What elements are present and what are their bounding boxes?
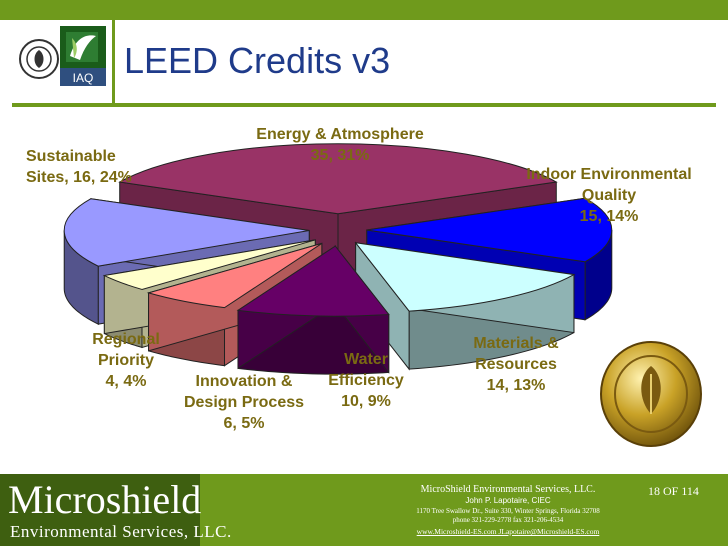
slice-energy-atmosphere-top <box>118 143 558 215</box>
title-divider <box>112 20 115 106</box>
slice-innovation-design-top <box>146 242 323 309</box>
footer-contact: John P. Lapotaire, CIEC <box>465 496 551 505</box>
footer-company: MicroShield Environmental Services, LLC. <box>420 484 596 495</box>
footer-address: 1170 Tree Swallow Dr., Suite 330, Winter… <box>416 507 600 515</box>
iaq-logo-icon: IAQ <box>60 26 106 86</box>
footer-web-link[interactable]: www.Microshield-ES.com JLapotaire@Micros… <box>416 527 600 536</box>
usgbc-logo-icon <box>19 39 59 79</box>
label-materials-resources: Materials & Resources 14, 13% <box>473 335 559 394</box>
page-number: 18 OF 114 <box>648 484 699 498</box>
slide-title: LEED Credits v3 <box>124 40 391 81</box>
brand-name: Microshield <box>8 477 202 522</box>
footer-brand-panel <box>0 474 200 546</box>
slice-water-efficiency-top <box>236 245 390 317</box>
slice-water-efficiency <box>236 244 390 375</box>
label-water-efficiency: Water Efficiency 10, 9% <box>328 351 404 410</box>
label-regional-priority: Regional Priority 4, 4% <box>92 331 160 390</box>
slice-indoor-environmental-quality-top <box>366 197 613 263</box>
iaq-logo-text: IAQ <box>73 71 94 85</box>
slice-materials-resources <box>354 241 576 371</box>
slice-regional-priority-top <box>102 239 316 290</box>
label-indoor-environmental-quality: Indoor Environmental Quality 15, 14% <box>526 166 692 225</box>
title-area <box>0 20 728 106</box>
usgbc-member-medal-icon <box>600 341 702 447</box>
label-innovation-design: Innovation & Design Process 6, 5% <box>183 373 305 432</box>
footer-phone: phone 321-229-2778 fax 321-206-4534 <box>452 516 564 524</box>
label-energy-atmosphere: Energy & Atmosphere 35, 31% <box>256 126 424 164</box>
label-sustainable-sites: Sustainable Sites, 16, 24% <box>26 148 132 186</box>
slice-materials-resources-top <box>354 242 576 312</box>
top-bar <box>0 0 728 20</box>
brand-subtitle: Environmental Services, LLC. <box>10 522 232 541</box>
title-underline <box>12 103 716 107</box>
slice-sustainable-sites-top <box>63 198 310 267</box>
